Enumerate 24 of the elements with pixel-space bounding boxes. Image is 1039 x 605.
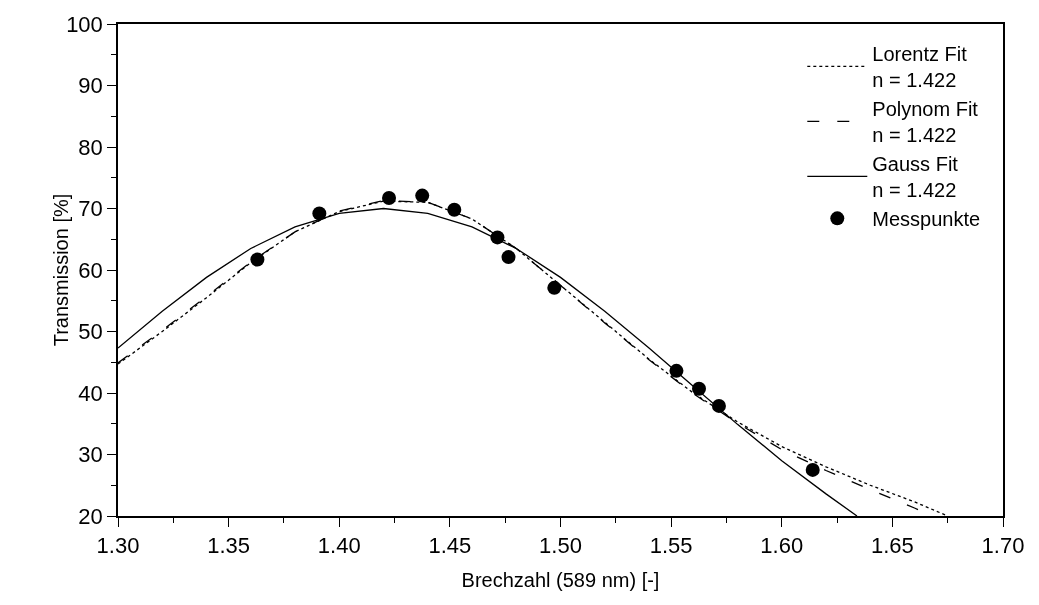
x-tick-label: 1.50 — [539, 533, 582, 559]
x-tick-label: 1.40 — [317, 533, 361, 559]
x-tick-label: 1.30 — [96, 533, 140, 559]
y-tick-label: 90 — [78, 73, 103, 99]
legend-label: Gauss Fit n = 1.422 — [872, 153, 959, 202]
y-tick-label: 20 — [78, 503, 103, 529]
y-tick-label: 30 — [78, 442, 103, 468]
legend-label: Polynom Fit n = 1.422 — [872, 98, 979, 147]
y-tick-label: 100 — [66, 11, 103, 37]
y-tick-label: 50 — [78, 319, 103, 345]
y-tick-label: 60 — [78, 257, 103, 283]
y-axis-title: Transmission [%] — [49, 193, 72, 347]
legend-label: Lorentz Fit n = 1.422 — [872, 43, 968, 92]
y-tick-label: 80 — [78, 134, 103, 160]
legend-label: Messpunkte — [872, 208, 981, 231]
x-axis-title: Brechzahl (589 nm) [-] — [461, 568, 660, 591]
x-tick-label: 1.45 — [428, 533, 472, 559]
x-tick-label: 1.55 — [649, 533, 693, 559]
y-tick-label: 70 — [78, 196, 103, 222]
x-tick-label: 1.70 — [981, 533, 1025, 559]
x-tick-label: 1.60 — [760, 533, 804, 559]
x-tick-label: 1.65 — [870, 533, 914, 559]
y-tick-label: 40 — [78, 380, 103, 406]
x-tick-label: 1.35 — [207, 533, 251, 559]
